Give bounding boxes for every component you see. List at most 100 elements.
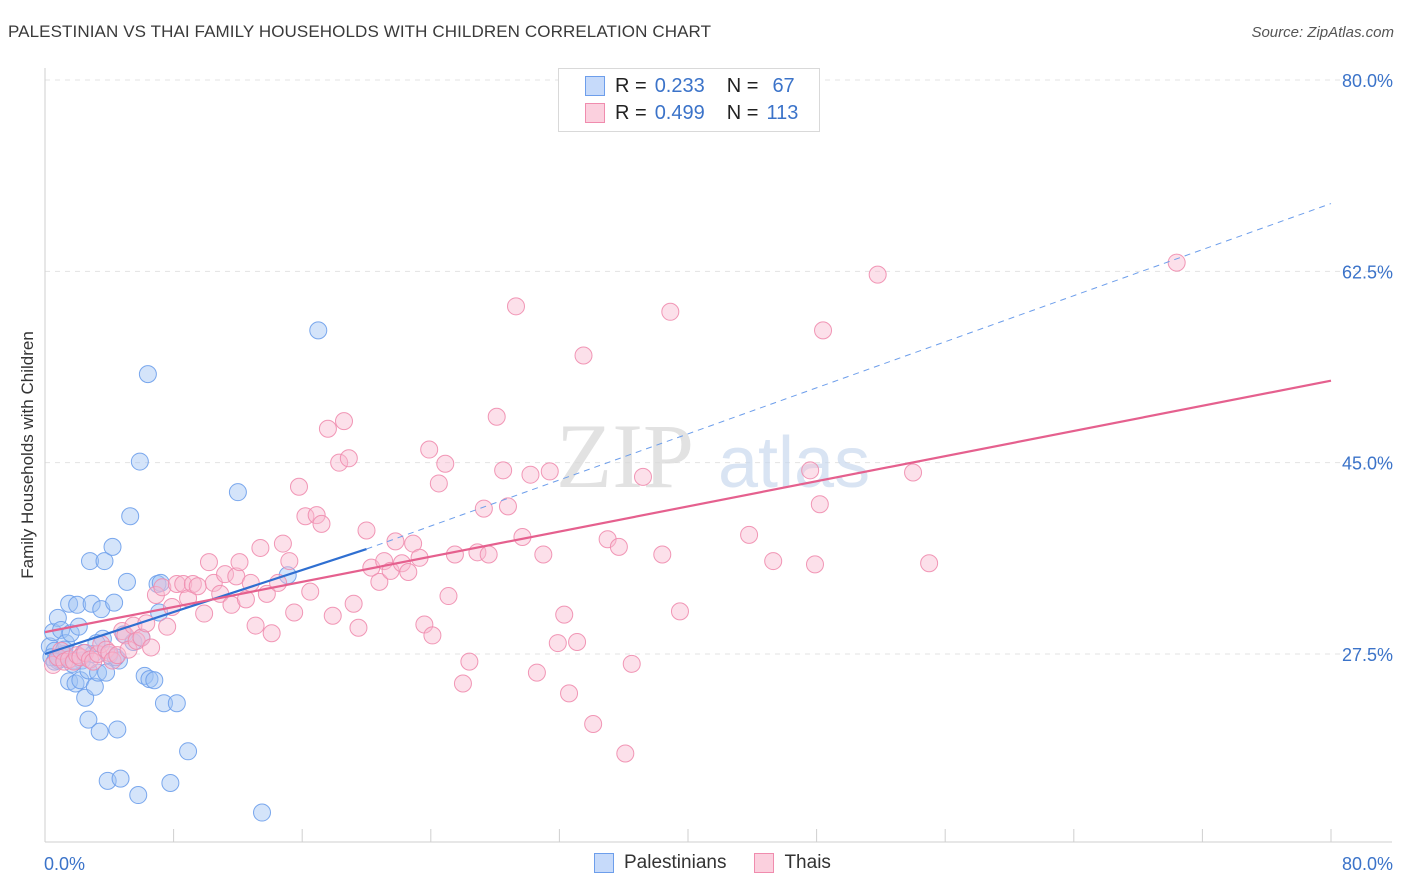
r-value: 0.233 [654,74,705,97]
data-point [183,575,202,594]
data-point [129,786,148,805]
data-point [810,495,829,514]
data-point [920,554,939,573]
thais-trend-line [44,379,1332,634]
data-point [323,606,342,625]
data-point [174,575,193,594]
data-point [609,537,628,556]
data-point [79,710,98,729]
y-tick-label: 45.0% [1342,454,1393,474]
data-point [142,638,161,657]
y-tick-label: 62.5% [1342,262,1393,282]
data-point [146,585,165,604]
data-point [904,463,923,482]
thais-swatch [585,103,605,123]
data-point [560,684,579,703]
data-point [251,538,270,557]
data-point [439,587,458,606]
axes [44,68,1392,843]
palestinians-swatch [594,853,614,873]
data-point [330,453,349,472]
data-point [121,507,140,526]
data-point [135,666,154,685]
data-point [199,553,218,572]
data-point [90,722,109,741]
data-point [111,769,130,788]
data-point [309,321,328,340]
data-point [301,582,320,601]
data-point [740,525,759,544]
data-point [195,604,214,623]
x-tick-label: 0.0% [44,854,85,874]
data-point [103,537,122,556]
data-point [616,744,635,763]
data-point [661,302,680,321]
data-point [236,590,255,609]
watermark-atlas: atlas [718,423,870,503]
data-point [68,595,87,614]
data-point [318,419,337,438]
data-point [584,714,603,733]
legend-item-thais[interactable]: Thais [754,852,831,874]
data-point [653,545,672,564]
thais-swatch [754,853,775,873]
data-points [40,253,1186,822]
data-point [460,652,479,671]
data-point [117,572,136,591]
data-point [66,674,85,693]
data-point [82,594,101,613]
data-point [487,407,506,426]
correlation-legend: R = 0.233 N = 67 R = 0.499 N = 113 [558,68,820,132]
n-label: N = [726,101,759,124]
data-point [479,545,498,564]
data-point [436,454,455,473]
r-label: R = [615,74,647,97]
data-point [474,499,493,518]
gridlines [45,79,1392,655]
data-point [105,593,124,612]
data-point [764,552,783,571]
data-point [285,603,304,622]
data-point [167,694,186,713]
data-point [95,552,114,571]
data-point [130,452,149,471]
data-point [370,572,389,591]
data-point [568,632,587,651]
data-point [179,742,198,761]
data-point [548,634,567,653]
data-point [138,365,157,384]
data-point [622,654,641,673]
watermark-zip: ZIP [556,405,694,507]
data-point [145,671,164,690]
data-point [312,514,331,533]
legend-label: Palestinians [624,852,727,873]
data-point [280,552,299,571]
data-point [228,483,247,502]
data-point [307,506,326,525]
legend-label: Thais [784,852,831,873]
data-point [814,321,833,340]
data-point [246,616,265,635]
data-point [48,608,67,627]
watermark: ZIP atlas [556,405,870,507]
data-point [230,553,249,572]
chart-title: PALESTINIAN VS THAI FAMILY HOUSEHOLDS WI… [8,22,712,41]
data-point [805,555,824,574]
data-point [498,497,517,516]
data-point [399,563,418,581]
data-point [1167,253,1186,272]
data-point [339,449,358,468]
data-point [527,663,546,682]
data-point [161,774,180,793]
legend-item-palestinians[interactable]: Palestinians [594,852,726,874]
data-point [108,646,127,665]
r-label: R = [615,101,647,124]
data-point [357,521,376,540]
data-point [289,477,308,496]
data-point [633,467,652,486]
series-legend: Palestinians Thais [594,852,859,874]
data-point [216,565,235,584]
data-point [97,640,116,659]
data-point [453,674,472,693]
